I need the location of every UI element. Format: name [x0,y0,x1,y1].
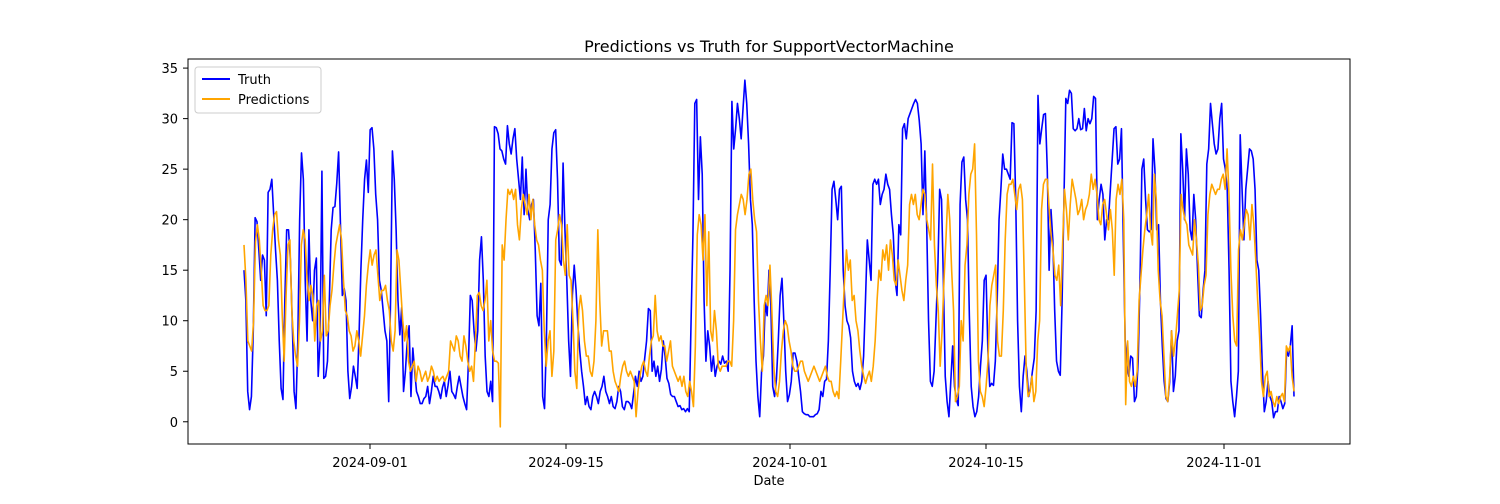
y-tick-label: 15 [161,264,178,279]
y-tick-label: 5 [170,365,178,380]
x-tick-label: 2024-11-01 [1186,456,1262,471]
plot-area [187,58,1351,445]
chart-title: Predictions vs Truth for SupportVectorMa… [584,37,954,56]
x-tick-label: 2024-10-15 [948,456,1024,471]
plot-frame [187,58,1351,445]
y-tick-label: 20 [161,214,178,229]
x-tick-label: 2024-10-01 [752,456,828,471]
legend-label-truth: Truth [237,73,271,88]
x-axis-label: Date [753,474,784,489]
y-tick-label: 35 [161,62,178,77]
y-tick-label: 0 [170,416,178,431]
x-axis: 2024-09-01 2024-09-15 2024-10-01 2024-10-15… [332,444,1262,471]
series-layer [243,79,1295,428]
y-tick-label: 25 [161,163,178,178]
x-tick-label: 2024-09-15 [528,456,604,471]
y-tick-label: 30 [161,113,178,128]
legend-label-predictions: Predictions [238,93,310,108]
x-tick-label: 2024-09-01 [332,456,408,471]
legend: Truth Predictions [194,66,322,114]
series-line-predictions [243,143,1295,428]
y-tick-label: 10 [161,315,178,330]
y-axis: 0 5 10 15 20 25 30 35 [161,62,188,431]
